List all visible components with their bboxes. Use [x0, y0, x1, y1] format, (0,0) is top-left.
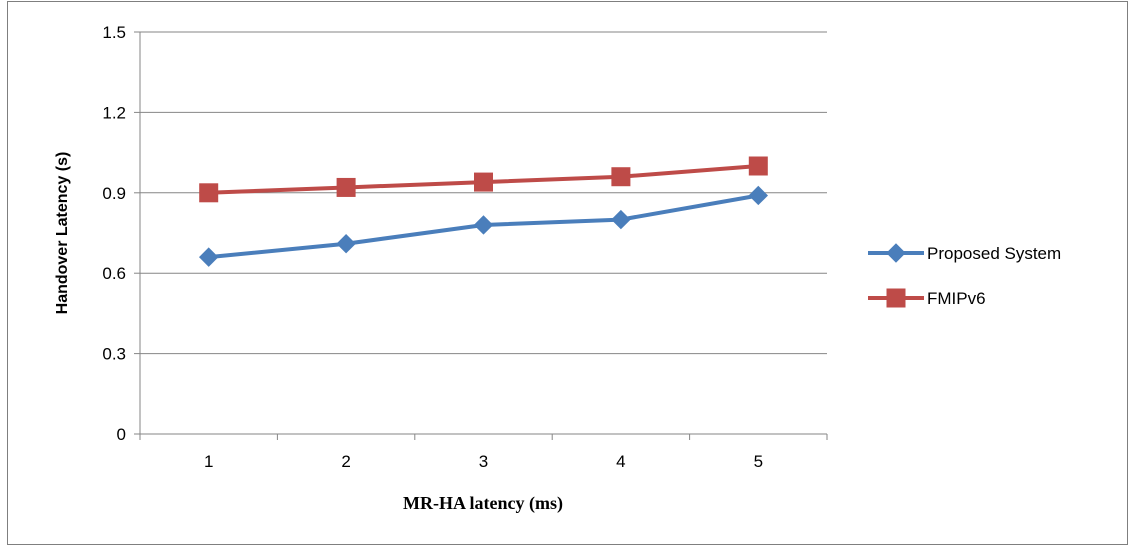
y-tick-label: 0 — [117, 425, 126, 444]
y-tick-label: 1.5 — [102, 23, 126, 42]
x-tick-labels: 1 2 3 4 5 — [204, 452, 763, 471]
legend-marker — [886, 243, 906, 263]
axes — [134, 31, 828, 440]
data-point — [611, 209, 631, 230]
legend-label: Proposed System — [927, 244, 1061, 263]
y-axis-label: Handover Latency (s) — [54, 152, 71, 315]
x-axis-label: MR-HA latency (ms) — [403, 493, 563, 514]
legend: Proposed System FMIPv6 — [868, 243, 1061, 308]
series-group — [198, 156, 769, 267]
y-tick-label: 0.6 — [102, 264, 126, 283]
data-point — [336, 177, 356, 197]
y-tick-label: 0.9 — [102, 184, 126, 203]
y-tick-label: 1.2 — [102, 103, 126, 122]
data-point — [473, 215, 494, 235]
data-point — [199, 183, 219, 203]
x-tick-label: 2 — [341, 452, 350, 471]
data-point — [748, 156, 768, 176]
legend-label: FMIPv6 — [927, 289, 986, 308]
x-tick-label: 1 — [204, 452, 213, 471]
x-tick-label: 5 — [754, 452, 763, 471]
data-point — [611, 167, 631, 187]
data-point — [474, 172, 493, 192]
x-tick-label: 3 — [479, 452, 488, 471]
data-point — [336, 234, 356, 254]
legend-marker — [886, 288, 906, 308]
y-tick-label: 0.3 — [102, 345, 126, 364]
data-point — [748, 185, 769, 206]
x-tick-label: 4 — [616, 452, 625, 471]
data-point — [198, 247, 219, 267]
y-tick-labels: 0 0.3 0.6 0.9 1.2 1.5 — [102, 23, 126, 444]
